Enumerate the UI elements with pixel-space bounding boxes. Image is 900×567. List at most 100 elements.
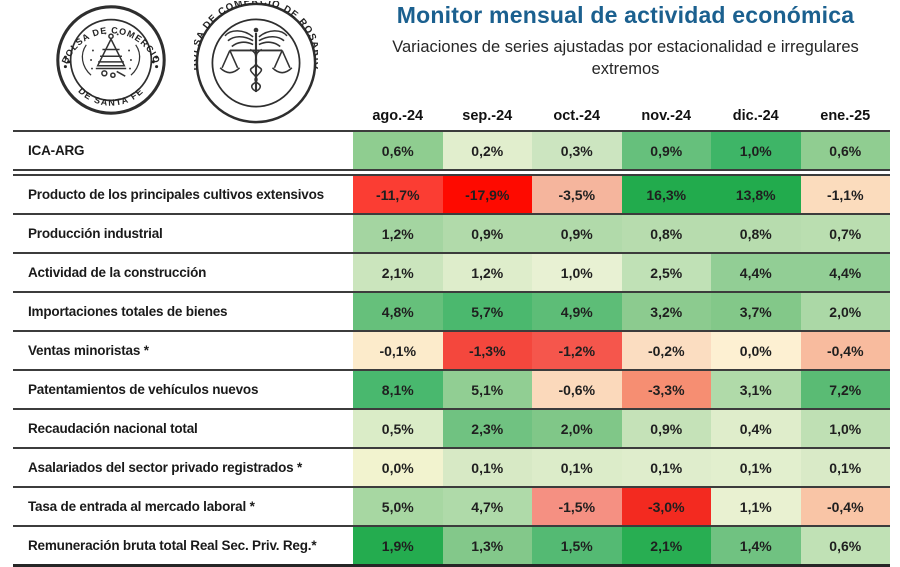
column-header: ago.-24 <box>372 108 424 124</box>
data-cell: 0,9% <box>532 215 622 252</box>
data-cell: 8,1% <box>353 371 443 408</box>
data-cell: -0,2% <box>621 332 711 369</box>
data-cell: -11,7% <box>353 176 443 213</box>
data-cell: 1,3% <box>442 527 532 564</box>
data-cell: 1,9% <box>353 527 443 564</box>
data-cell: 0,1% <box>711 449 801 486</box>
data-cell: 5,7% <box>442 293 532 330</box>
column-header: ene.-25 <box>820 108 871 124</box>
data-cell: 0,1% <box>621 449 711 486</box>
data-cell: -1,1% <box>800 176 890 213</box>
data-cell: 3,2% <box>621 293 711 330</box>
data-cell: 0,0% <box>711 332 801 369</box>
data-cell: -1,5% <box>532 488 622 525</box>
data-cell: 0,1% <box>532 449 622 486</box>
table-row: Ventas minoristas * -0,1% -1,3% -1,2% -0,2% 0… <box>13 330 890 369</box>
data-cell: 0,4% <box>711 410 801 447</box>
data-cell: 0,1% <box>800 449 890 486</box>
data-cell: 2,3% <box>442 410 532 447</box>
row-label: Patentamientos de vehículos nuevos <box>28 382 259 397</box>
row-label: Asalariados del sector privado registrad… <box>28 460 303 475</box>
table-row: Patentamientos de vehículos nuevos 8,1% 5,… <box>13 369 890 408</box>
caduceus-scales-emblem-icon <box>219 27 293 93</box>
data-cell: 0,6% <box>800 527 890 564</box>
row-label: Producto de los principales cultivos ext… <box>28 187 324 202</box>
data-cell: 16,3% <box>621 176 711 213</box>
page-subtitle: Variaciones de series ajustadas por esta… <box>392 38 859 79</box>
data-cell: 4,9% <box>532 293 622 330</box>
data-cell: 0,6% <box>800 132 890 169</box>
column-header: dic.-24 <box>732 108 779 124</box>
data-cell: 1,2% <box>353 215 443 252</box>
data-cell: 1,0% <box>711 132 801 169</box>
data-cell: 4,7% <box>442 488 532 525</box>
table-row: Producto de los principales cultivos ext… <box>13 174 890 213</box>
data-cell: 1,1% <box>711 488 801 525</box>
page-title: Monitor mensual de actividad económica <box>396 2 855 28</box>
data-cell: -0,4% <box>800 332 890 369</box>
data-cell: 7,2% <box>800 371 890 408</box>
data-cell: 2,0% <box>800 293 890 330</box>
data-cell: 4,4% <box>800 254 890 291</box>
data-cell: 0,9% <box>442 215 532 252</box>
data-cell: 3,7% <box>711 293 801 330</box>
data-table: ICA-ARG 0,6% 0,2% 0,3% 0,9% 1,0% 0,6% Producto … <box>13 130 890 567</box>
data-cell: 0,8% <box>711 215 801 252</box>
bolsa-comercio-rosario-seal-logo: BOLSA DE COMERCIO DE ROSARIO <box>194 1 318 124</box>
double-line-separator <box>13 169 890 174</box>
data-cell: -0,4% <box>800 488 890 525</box>
data-cell: -1,3% <box>442 332 532 369</box>
table-row: Recaudación nacional total 0,5% 2,3% 2,0% 0,… <box>13 408 890 447</box>
column-header: oct.-24 <box>553 108 601 124</box>
data-cell: 1,5% <box>532 527 622 564</box>
table-row: Producción industrial 1,2% 0,9% 0,9% 0,8% 0,8… <box>13 213 890 252</box>
column-header: sep.-24 <box>462 108 513 124</box>
row-label: Actividad de la construcción <box>28 265 207 280</box>
row-label: Importaciones totales de bienes <box>28 304 228 319</box>
data-cell: -3,0% <box>621 488 711 525</box>
data-cell: 3,1% <box>711 371 801 408</box>
data-cell: 2,0% <box>532 410 622 447</box>
data-cell: 0,2% <box>442 132 532 169</box>
data-cell: 0,1% <box>442 449 532 486</box>
data-cell: -3,5% <box>532 176 622 213</box>
data-cell: 0,5% <box>353 410 443 447</box>
data-cell: 2,1% <box>353 254 443 291</box>
table-row: Importaciones totales de bienes 4,8% 5,7% 4… <box>13 291 890 330</box>
data-cell: 0,9% <box>621 132 711 169</box>
row-label: Producción industrial <box>28 226 163 241</box>
row-label: Recaudación nacional total <box>28 421 198 436</box>
data-cell: 4,8% <box>353 293 443 330</box>
data-cell: 1,0% <box>532 254 622 291</box>
beehive-emblem-icon <box>81 32 141 79</box>
months-header-row: ago.-24 sep.-24 oct.-24 nov.-24 dic.-24 ene.-… <box>13 92 890 130</box>
data-cell: 0,0% <box>353 449 443 486</box>
table-row: ICA-ARG 0,6% 0,2% 0,3% 0,9% 1,0% 0,6% <box>13 132 890 169</box>
data-cell: -0,6% <box>532 371 622 408</box>
row-label: ICA-ARG <box>28 143 85 158</box>
data-cell: 0,3% <box>532 132 622 169</box>
table-row: Actividad de la construcción 2,1% 1,2% 1,0%… <box>13 252 890 291</box>
data-cell: -3,3% <box>621 371 711 408</box>
data-cell: 5,1% <box>442 371 532 408</box>
table-row: Remuneración bruta total Real Sec. Priv.… <box>13 525 890 564</box>
data-cell: 2,1% <box>621 527 711 564</box>
seal-side-dots <box>63 55 159 69</box>
data-cell: 2,5% <box>621 254 711 291</box>
data-cell: 5,0% <box>353 488 443 525</box>
page-header: BOLSA DE COMERCIO DE SANTA FE <box>0 0 900 124</box>
data-cell: 1,0% <box>800 410 890 447</box>
row-label: Remuneración bruta total Real Sec. Priv.… <box>28 538 317 553</box>
data-cell: -1,2% <box>532 332 622 369</box>
row-label: Ventas minoristas * <box>28 343 149 358</box>
row-label: Tasa de entrada al mercado laboral * <box>28 499 255 514</box>
data-cell: 0,7% <box>800 215 890 252</box>
data-cell: 1,4% <box>711 527 801 564</box>
data-cell: -0,1% <box>353 332 443 369</box>
data-cell: 4,4% <box>711 254 801 291</box>
data-cell: 1,2% <box>442 254 532 291</box>
column-header: nov.-24 <box>641 108 692 124</box>
data-cell: -17,9% <box>442 176 532 213</box>
table-row: Asalariados del sector privado registrad… <box>13 447 890 486</box>
data-cell: 13,8% <box>711 176 801 213</box>
